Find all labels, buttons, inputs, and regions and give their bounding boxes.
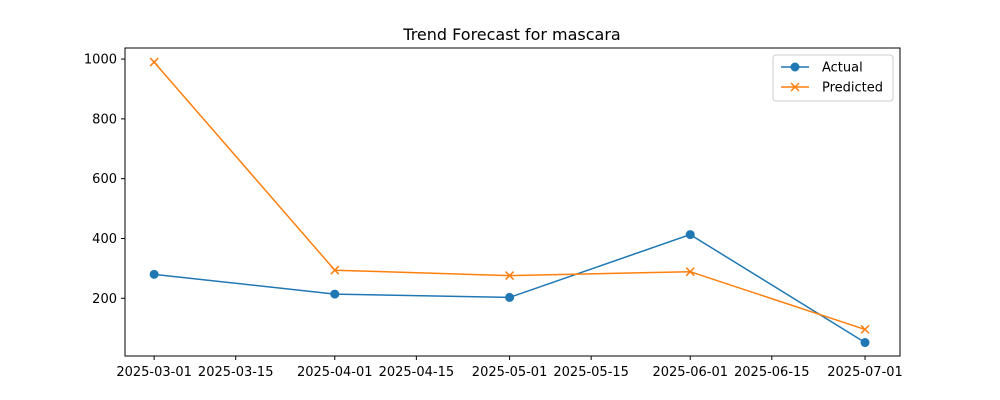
data-point-predicted (685, 267, 695, 277)
plot-area-frame (124, 47, 901, 357)
x-tick-label: 2025-06-15 (734, 365, 810, 380)
data-point-predicted (860, 324, 870, 334)
data-point-predicted (149, 57, 159, 67)
x-tick-label: 2025-06-01 (652, 365, 728, 380)
x-tick-label: 2025-05-15 (553, 365, 629, 380)
axes-layer: 2025-03-01 2025-03-15 2025-04-01 2025-04-15… (84, 53, 903, 380)
legend-marker-predicted (790, 82, 800, 92)
y-tick-label: 800 (92, 112, 117, 127)
data-point-actual (860, 338, 870, 348)
legend: Actual Predicted (772, 54, 894, 102)
x-tick-label: 2025-04-15 (379, 365, 455, 380)
series-line-predicted (153, 61, 866, 331)
x-tick-label: 2025-03-01 (116, 365, 192, 380)
data-point-actual (149, 269, 159, 279)
x-tick-label: 2025-03-15 (198, 365, 274, 380)
y-tick-label: 600 (92, 172, 117, 187)
series-line-actual (154, 233, 866, 344)
x-tick-label: 2025-04-01 (297, 365, 373, 380)
x-tick-label: 2025-07-01 (827, 365, 903, 380)
y-tick-label: 1000 (84, 53, 117, 68)
data-point-actual (685, 230, 695, 240)
data-point-actual (330, 289, 340, 299)
legend-label-predicted: Predicted (822, 81, 883, 96)
legend-marker-actual (790, 62, 800, 72)
x-tick-label: 2025-05-01 (472, 365, 548, 380)
series-layer (149, 57, 870, 348)
data-point-actual (505, 292, 515, 302)
legend-label-actual: Actual (822, 61, 863, 76)
data-point-predicted (330, 265, 340, 275)
chart-title: Trend Forecast for mascara (402, 25, 620, 44)
y-tick-label: 400 (92, 232, 117, 247)
data-point-predicted (505, 271, 515, 281)
y-tick-label: 200 (92, 292, 117, 307)
